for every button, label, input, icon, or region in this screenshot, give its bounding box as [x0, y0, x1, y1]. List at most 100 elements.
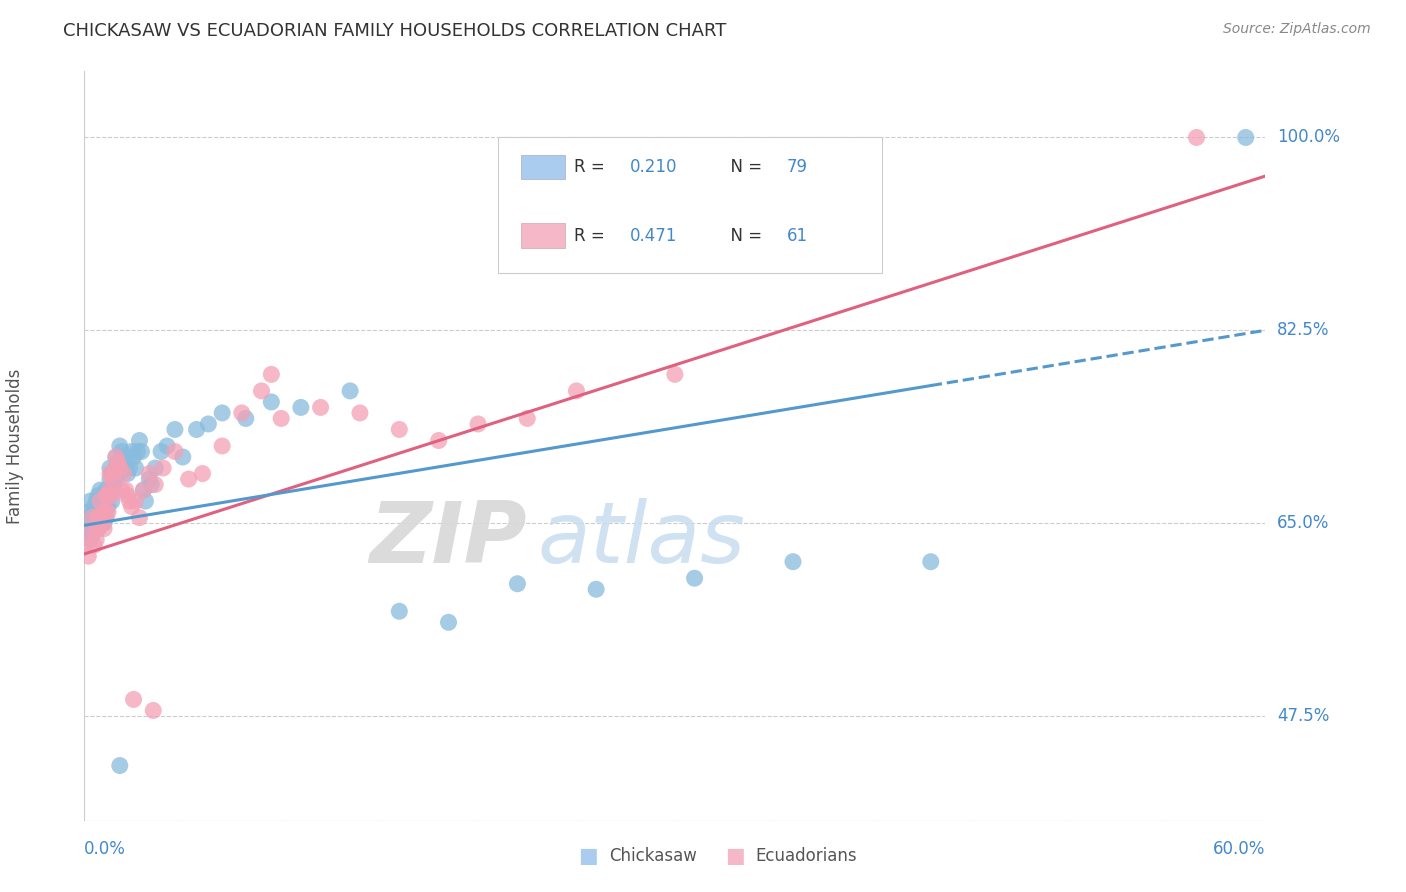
Point [141, 477, 163, 491]
Text: Chickasaw: Chickasaw [609, 847, 697, 865]
Point [87, 510, 110, 524]
Point [121, 444, 143, 458]
Text: 0.0%: 0.0% [84, 840, 127, 858]
Text: 100.0%: 100.0% [1277, 128, 1340, 146]
Point [516, 411, 538, 425]
Point [77, 505, 100, 519]
Text: 0.471: 0.471 [630, 227, 676, 244]
Point [91, 516, 114, 530]
Point [77, 522, 100, 536]
Point [89, 500, 111, 514]
Point [1185, 130, 1208, 145]
Bar [522, 223, 565, 248]
Point [138, 472, 160, 486]
Point [112, 450, 135, 464]
Point [112, 467, 135, 481]
Point [79, 527, 101, 541]
Point [683, 571, 706, 585]
Point [1234, 130, 1257, 145]
Point [98, 472, 121, 486]
Point [101, 472, 124, 486]
Text: 79: 79 [787, 158, 808, 177]
Point [89, 510, 111, 524]
Point [87, 505, 110, 519]
Point [84, 533, 107, 547]
Point [104, 472, 127, 486]
Point [101, 494, 124, 508]
Point [427, 434, 450, 448]
Point [89, 510, 111, 524]
Point [87, 522, 110, 536]
Point [91, 516, 114, 530]
Point [93, 500, 115, 514]
Point [388, 604, 411, 618]
Point [138, 467, 160, 481]
Point [75, 538, 97, 552]
Point [121, 500, 143, 514]
Text: ZIP: ZIP [370, 498, 527, 582]
Point [104, 450, 127, 464]
Point [211, 439, 233, 453]
Point [103, 477, 125, 491]
Point [94, 500, 117, 514]
Point [108, 461, 131, 475]
Point [97, 489, 120, 503]
Point [114, 461, 136, 475]
Point [104, 450, 127, 464]
Point [117, 467, 139, 481]
Text: 65.0%: 65.0% [1277, 514, 1330, 533]
Point [83, 510, 105, 524]
Point [122, 450, 145, 464]
Point [127, 444, 149, 458]
Text: Ecuadorians: Ecuadorians [755, 847, 856, 865]
Text: R =: R = [575, 227, 610, 244]
Text: CHICKASAW VS ECUADORIAN FAMILY HOUSEHOLDS CORRELATION CHART: CHICKASAW VS ECUADORIAN FAMILY HOUSEHOLD… [63, 22, 727, 40]
Point [89, 494, 111, 508]
Point [83, 522, 105, 536]
Point [163, 422, 186, 436]
Point [82, 510, 104, 524]
Point [143, 461, 166, 475]
Point [197, 417, 219, 431]
Point [103, 467, 125, 481]
Point [107, 456, 129, 470]
Text: N =: N = [720, 158, 768, 177]
Point [111, 483, 134, 497]
Point [235, 411, 257, 425]
Point [585, 582, 607, 597]
Point [128, 510, 150, 524]
Text: Family Households: Family Households [7, 368, 24, 524]
Point [270, 411, 292, 425]
Text: atlas: atlas [537, 498, 745, 582]
Point [211, 406, 233, 420]
Text: Source: ZipAtlas.com: Source: ZipAtlas.com [1223, 22, 1371, 37]
Point [82, 510, 104, 524]
Point [114, 483, 136, 497]
Point [117, 489, 139, 503]
Point [87, 489, 110, 503]
Point [920, 555, 942, 569]
Point [93, 516, 115, 530]
Point [231, 406, 253, 420]
Point [98, 461, 121, 475]
Point [260, 368, 283, 382]
Text: R =: R = [575, 158, 610, 177]
Point [309, 401, 332, 415]
Point [84, 505, 107, 519]
Point [93, 489, 115, 503]
Point [290, 401, 312, 415]
Point [87, 522, 110, 536]
Point [108, 439, 131, 453]
Point [122, 692, 145, 706]
Bar [522, 155, 565, 179]
Point [103, 467, 125, 481]
Point [97, 505, 120, 519]
Point [565, 384, 588, 398]
Point [260, 395, 283, 409]
Text: 47.5%: 47.5% [1277, 707, 1330, 725]
Point [79, 533, 101, 547]
Point [250, 384, 273, 398]
Point [108, 758, 131, 772]
Point [132, 483, 155, 497]
Point [94, 483, 117, 497]
